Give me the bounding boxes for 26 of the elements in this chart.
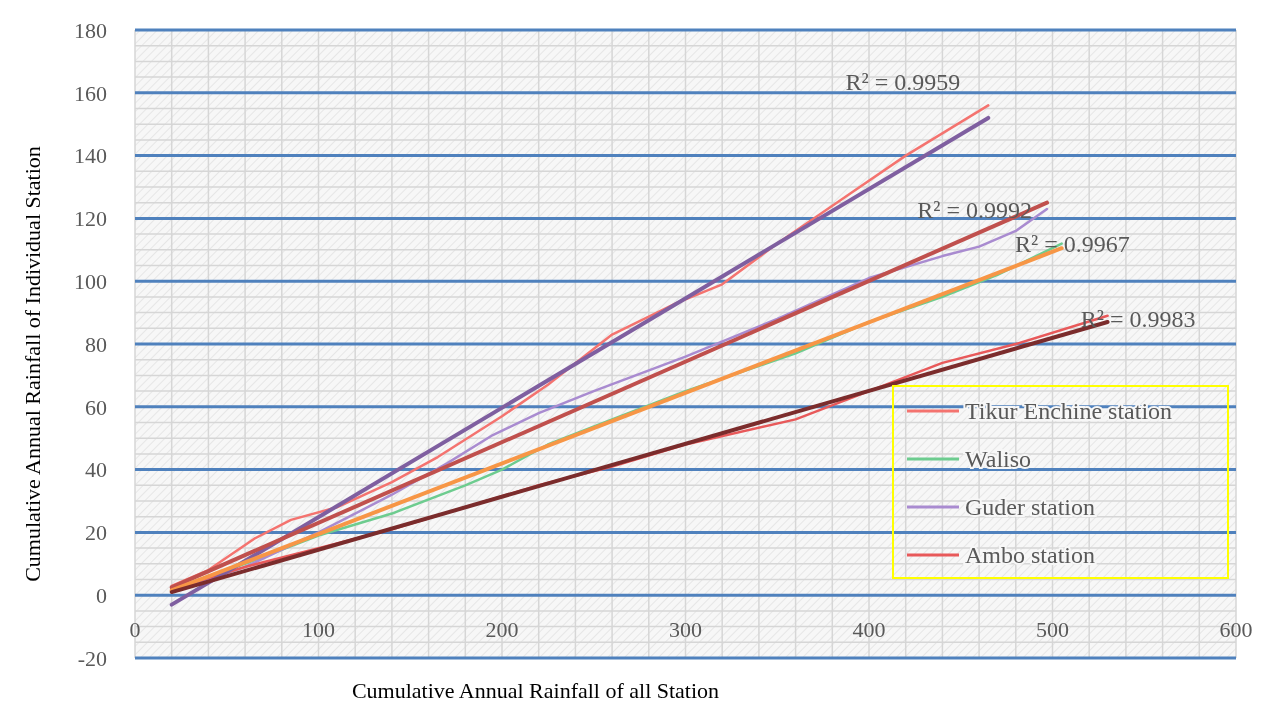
annotation: R² = 0.9959: [845, 68, 961, 95]
y-axis-title: Cumulative Annual Rainfall of Individual Station: [20, 146, 45, 582]
x-tick-label: 400: [852, 617, 886, 643]
y-tick-label: 160: [74, 80, 107, 106]
y-tick-label: 0: [96, 582, 107, 608]
y-tick-label: 100: [74, 268, 107, 294]
y-tick-label: 60: [85, 394, 107, 420]
legend-label: Ambo station: [965, 542, 1095, 569]
legend-label: Waliso: [965, 446, 1032, 473]
x-tick-label: 0: [129, 617, 141, 643]
annotation: R² = 0.9992: [917, 196, 1032, 223]
legend-label: Guder station: [965, 494, 1095, 521]
x-tick-label: 200: [485, 617, 519, 643]
y-tick-label: 20: [85, 520, 107, 546]
y-tick-label: 140: [74, 143, 107, 169]
y-tick-label: 120: [74, 206, 107, 232]
annotation: R² = 0.9967: [1014, 231, 1130, 258]
x-tick-label: 500: [1036, 617, 1069, 643]
x-tick-label: 600: [1219, 617, 1253, 643]
y-tick-label: 40: [85, 457, 107, 483]
x-tick-label: 100: [302, 617, 335, 643]
x-tick-label: 300: [669, 617, 702, 643]
y-tick-label: -20: [77, 645, 107, 671]
x-axis-title: Cumulative Annual Rainfall of all Station: [351, 678, 720, 703]
y-tick-label: 180: [74, 17, 107, 43]
y-tick-label: 80: [85, 331, 107, 357]
